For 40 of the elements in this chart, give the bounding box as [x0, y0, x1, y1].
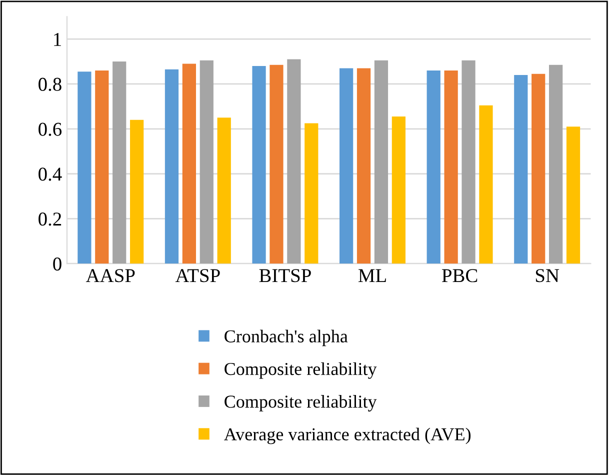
bar — [532, 74, 546, 264]
bar — [164, 69, 179, 264]
y-tick-label: 0 — [53, 257, 62, 271]
y-tick-label: 1 — [54, 32, 61, 46]
bar — [112, 62, 126, 264]
bar — [217, 118, 231, 264]
bar — [78, 72, 92, 264]
bar — [270, 64, 284, 264]
x-tick-label: BITSP — [259, 269, 311, 282]
y-tick-label: 0.6 — [38, 122, 62, 136]
bar — [287, 59, 301, 264]
x-tick-label: ML — [358, 269, 386, 282]
x-tick-label: AASP — [86, 269, 135, 282]
bar — [392, 116, 406, 264]
bar — [182, 64, 196, 264]
y-tick-label: 0.8 — [38, 78, 62, 92]
bar — [200, 60, 214, 264]
legend-label: Composite reliability — [224, 395, 377, 412]
x-tick-label: SN — [536, 269, 560, 282]
bar — [130, 120, 144, 264]
bar — [95, 70, 109, 264]
bar — [340, 68, 354, 264]
bar — [462, 60, 476, 264]
bar — [356, 68, 371, 264]
x-tick-label: PBC — [442, 269, 478, 282]
bar — [304, 123, 318, 264]
bar — [374, 60, 388, 264]
y-tick-label: 0.4 — [38, 168, 62, 181]
bar — [549, 64, 563, 264]
bar — [252, 66, 266, 264]
legend-label: Cronbach's alpha — [224, 330, 348, 346]
y-tick-label: 0.2 — [38, 212, 62, 226]
bar — [566, 126, 580, 264]
legend-label: Average variance extracted (AVE) — [224, 428, 471, 444]
bar — [426, 70, 440, 264]
x-tick-label: ATSP — [175, 269, 220, 282]
bar — [514, 75, 528, 264]
bar — [444, 70, 458, 264]
legend-label: Composite reliability — [224, 362, 377, 379]
bar — [479, 105, 493, 264]
